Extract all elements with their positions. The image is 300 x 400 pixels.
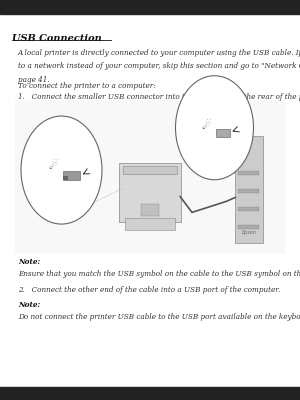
FancyBboxPatch shape — [125, 218, 175, 230]
Bar — [123, 166, 177, 174]
Text: $☄$: $☄$ — [48, 157, 60, 171]
Circle shape — [176, 76, 254, 180]
Text: $☄$: $☄$ — [201, 117, 213, 131]
Text: 1.   Connect the smaller USB connector into the USB port on the rear of the prin: 1. Connect the smaller USB connector int… — [18, 93, 300, 101]
Bar — [238, 188, 260, 193]
Text: Epson AcuLaser C2900 Series    User's Guide: Epson AcuLaser C2900 Series User's Guide — [119, 6, 291, 14]
Bar — [238, 224, 260, 229]
Bar — [15, 100, 285, 254]
Text: USB Connection: USB Connection — [12, 34, 102, 43]
Bar — [0, 0, 300, 14]
Text: to a network instead of your computer, skip this section and go to "Network Conn: to a network instead of your computer, s… — [18, 62, 300, 70]
Bar — [0, 387, 300, 400]
Text: Do not connect the printer USB cable to the USB port available on the keyboard.: Do not connect the printer USB cable to … — [18, 313, 300, 321]
Text: Network Basics   40: Network Basics 40 — [216, 389, 291, 398]
Bar — [63, 171, 80, 180]
FancyBboxPatch shape — [119, 163, 181, 222]
Text: A local printer is directly connected to your computer using the USB cable. If y: A local printer is directly connected to… — [18, 49, 300, 57]
Bar — [238, 170, 260, 175]
Text: Note:: Note: — [18, 258, 40, 266]
Text: To connect the printer to a computer:: To connect the printer to a computer: — [18, 82, 156, 90]
Text: Epson: Epson — [242, 230, 256, 235]
Text: Ensure that you match the USB symbol on the cable to the USB symbol on the print: Ensure that you match the USB symbol on … — [18, 270, 300, 278]
Circle shape — [21, 116, 102, 224]
FancyBboxPatch shape — [235, 136, 263, 242]
Bar — [63, 176, 68, 180]
Text: 2.   Connect the other end of the cable into a USB port of the computer.: 2. Connect the other end of the cable in… — [18, 286, 280, 294]
Text: page 41.: page 41. — [18, 76, 50, 84]
Bar — [238, 206, 260, 211]
Bar — [141, 204, 159, 216]
Bar — [216, 129, 230, 136]
Text: Note:: Note: — [18, 301, 40, 309]
